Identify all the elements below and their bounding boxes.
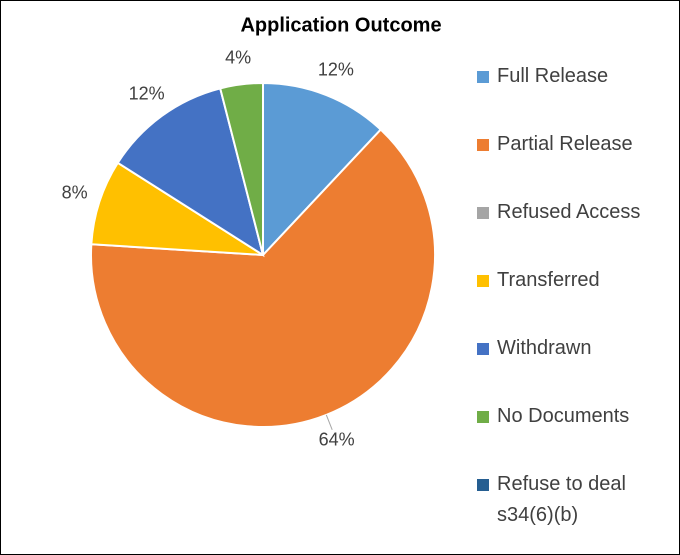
legend-item: No Documents — [471, 401, 676, 469]
legend-item: Refused Access — [471, 197, 676, 265]
data-label: 4% — [225, 47, 251, 67]
legend-swatch — [477, 411, 489, 423]
data-label: 12% — [129, 84, 165, 104]
legend-swatch — [477, 71, 489, 83]
pie-slice — [90, 128, 436, 428]
legend-swatch — [477, 139, 489, 151]
legend-label: Full Release — [497, 65, 609, 87]
legend-item: Full Release — [471, 61, 676, 129]
legend-swatch — [477, 207, 489, 219]
legend: Full Release Partial Release Refused Acces… — [471, 61, 676, 537]
pie-slice — [116, 87, 265, 258]
legend-swatch — [477, 479, 489, 491]
legend-swatch — [477, 275, 489, 287]
legend-item: Refuse to deal s34(6)(b) — [471, 469, 676, 537]
legend-label: No Documents — [497, 405, 630, 427]
legend-label: Partial Release — [497, 133, 633, 155]
pie-slice — [262, 81, 383, 258]
legend-item: Transferred — [471, 265, 676, 333]
chart-title: Application Outcome — [240, 14, 441, 36]
data-label: 64% — [319, 430, 355, 450]
legend-label: Refused Access — [497, 201, 641, 223]
data-label: 8% — [62, 183, 88, 203]
leader-line — [325, 414, 333, 430]
data-label: 12% — [318, 60, 354, 80]
legend-swatch — [477, 343, 489, 355]
legend-label: Withdrawn — [497, 337, 592, 359]
legend-label: Transferred — [497, 269, 600, 291]
legend-label: Refuse to deal s34(6)(b) — [497, 473, 626, 526]
pie-slice — [219, 81, 264, 256]
legend-item: Partial Release — [471, 129, 676, 197]
legend-item: Withdrawn — [471, 333, 676, 401]
